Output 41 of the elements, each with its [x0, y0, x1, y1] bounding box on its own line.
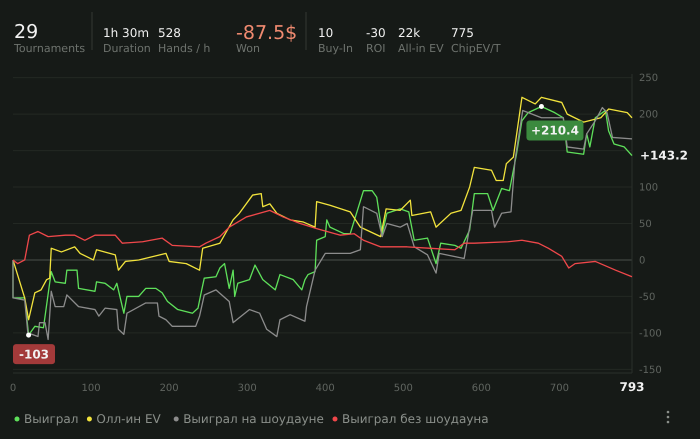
x-tick-label: 600	[472, 383, 491, 394]
legend-label: Выиграл на шоудауне	[183, 412, 324, 426]
text: Tournaments	[13, 42, 86, 55]
annotation: +210.4	[530, 124, 579, 138]
line-series	[12, 210, 633, 278]
text: 528	[158, 26, 181, 40]
text: All-in EV	[398, 42, 444, 55]
text: Won	[236, 42, 260, 55]
legend-label: Олл-ин EV	[96, 412, 162, 426]
x-tick-label: 0	[10, 383, 16, 394]
x-tick-label: 400	[316, 383, 335, 394]
text: -30	[366, 26, 386, 40]
x-tick-label: 200	[160, 383, 179, 394]
text: -87.5$	[236, 22, 298, 44]
x-tick-label: 300	[238, 383, 257, 394]
y-tick-label: -50	[639, 292, 656, 303]
legend-label: Выиграл без шоудауна	[342, 412, 489, 426]
text: ChipEV/T	[451, 42, 501, 55]
text: 1h 30m	[103, 26, 150, 40]
y-tick-label: 50	[639, 219, 652, 230]
x-tick-label: 793	[619, 380, 645, 394]
text: Duration	[103, 42, 151, 55]
x-tick-label: 100	[82, 383, 101, 394]
y-tick-label: 250	[639, 73, 658, 84]
y-tick-label: -100	[639, 328, 662, 340]
y-tick-label: -150	[639, 364, 662, 376]
annotation: +143.2	[640, 148, 688, 163]
y-tick-label: 0	[639, 255, 646, 266]
legend-label: Выиграл	[24, 412, 78, 426]
annotation: -103	[18, 347, 50, 362]
text: Hands / h	[158, 42, 210, 55]
text: 775	[451, 26, 474, 40]
y-tick-label: 100	[639, 182, 658, 194]
text: ROI	[366, 42, 386, 55]
y-tick-label: 200	[639, 110, 658, 121]
text: Buy-In	[318, 42, 354, 55]
x-tick-label: 700	[550, 383, 569, 394]
x-tick-label: 500	[394, 383, 413, 394]
text: 29	[14, 21, 38, 43]
text: 22k	[398, 26, 420, 40]
text: 10	[318, 26, 334, 40]
